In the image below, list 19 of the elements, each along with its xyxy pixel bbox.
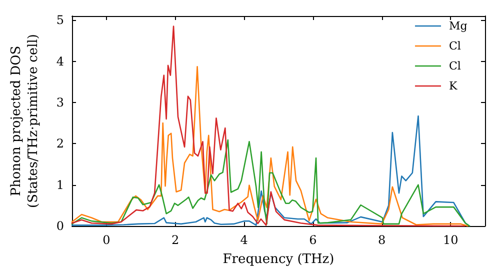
legend-label: Cl bbox=[449, 40, 462, 52]
y-tick-label: 3 bbox=[56, 95, 64, 110]
x-tick-label: 6 bbox=[309, 233, 317, 247]
y-tick-label: 4 bbox=[56, 54, 64, 68]
legend-label: K bbox=[449, 80, 458, 92]
x-tick-label: 4 bbox=[240, 233, 248, 247]
x-axis-title: Frequency (THz) bbox=[222, 252, 334, 267]
y-tick-label: 1 bbox=[56, 178, 64, 192]
line-series bbox=[71, 139, 470, 227]
legend-label: Mg bbox=[449, 20, 468, 32]
x-tick-label: 2 bbox=[171, 233, 180, 247]
x-tick-label: 10 bbox=[442, 233, 458, 247]
y-axis-title: Phonon projected DOS (States/THz·primitive cell) bbox=[9, 34, 41, 208]
y-tick-label: 0 bbox=[56, 219, 64, 233]
y-tick-label: 5 bbox=[56, 13, 64, 28]
legend-label: Cl bbox=[449, 60, 462, 72]
x-tick-label: 8 bbox=[378, 233, 386, 247]
y-tick-label: 2 bbox=[56, 136, 64, 151]
x-tick-label: 0 bbox=[102, 233, 110, 247]
